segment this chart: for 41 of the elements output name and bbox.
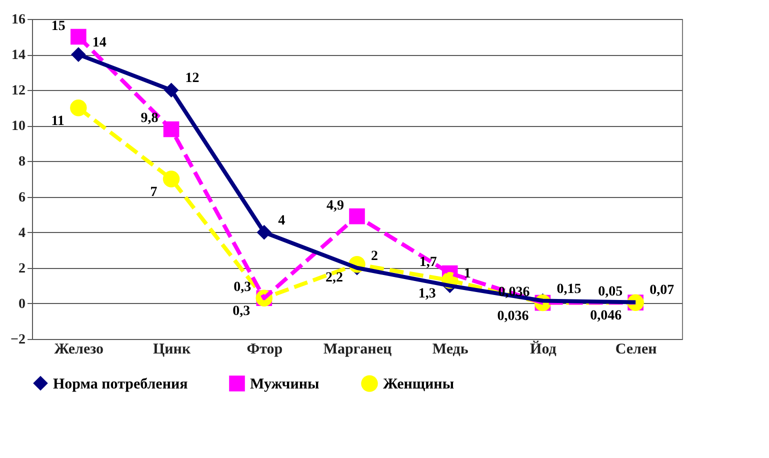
- data-label: 0,036: [497, 308, 529, 324]
- x-tick-label: Фтор: [246, 342, 283, 358]
- data-label: 12: [185, 71, 200, 86]
- y-tick-label: 4: [18, 226, 26, 241]
- y-tick-label: 6: [18, 190, 26, 206]
- y-tick-label: 12: [12, 84, 26, 99]
- data-label: 4,9: [326, 198, 344, 214]
- data-label: 0,15: [556, 282, 582, 297]
- legend-label: Мужчины: [250, 376, 320, 392]
- x-tick-label: Марганец: [323, 342, 392, 358]
- data-label: 2: [371, 248, 378, 264]
- x-tick-label: Медь: [432, 342, 468, 358]
- data-label: 1: [464, 266, 471, 282]
- legend-label: Норма потребления: [53, 376, 188, 392]
- data-label: 0,046: [590, 308, 622, 324]
- data-label: 15: [51, 18, 66, 34]
- data-label: 0,05: [598, 284, 623, 300]
- legend-label: Женщины: [383, 376, 454, 393]
- data-label: 1,3: [418, 286, 436, 302]
- data-label: 0,3: [234, 280, 252, 296]
- y-tick-label: 8: [18, 154, 26, 170]
- y-tick-label: 2: [18, 261, 26, 276]
- data-label: 9,8: [140, 111, 158, 126]
- x-tick-label: Железо: [54, 342, 104, 358]
- data-label: 2,2: [326, 270, 343, 286]
- data-label: 14: [92, 36, 106, 51]
- data-label: 7: [150, 185, 158, 200]
- data-label: 0,036: [498, 284, 530, 300]
- y-tick-label: 10: [12, 119, 26, 134]
- y-tick-label: 14: [12, 48, 26, 64]
- y-tick-label: 16: [12, 12, 26, 28]
- data-label: 1,7: [419, 255, 437, 270]
- x-tick-label: Селен: [615, 342, 658, 358]
- data-label: 0,3: [232, 304, 250, 320]
- x-tick-label: Цинк: [152, 342, 191, 358]
- data-label: 11: [51, 114, 64, 129]
- y-tick-label: 0: [18, 296, 26, 312]
- data-label: 0,07: [650, 283, 674, 298]
- y-tick-label: −2: [10, 332, 26, 348]
- x-tick-label: Йод: [530, 340, 557, 358]
- data-label: 4: [278, 213, 286, 228]
